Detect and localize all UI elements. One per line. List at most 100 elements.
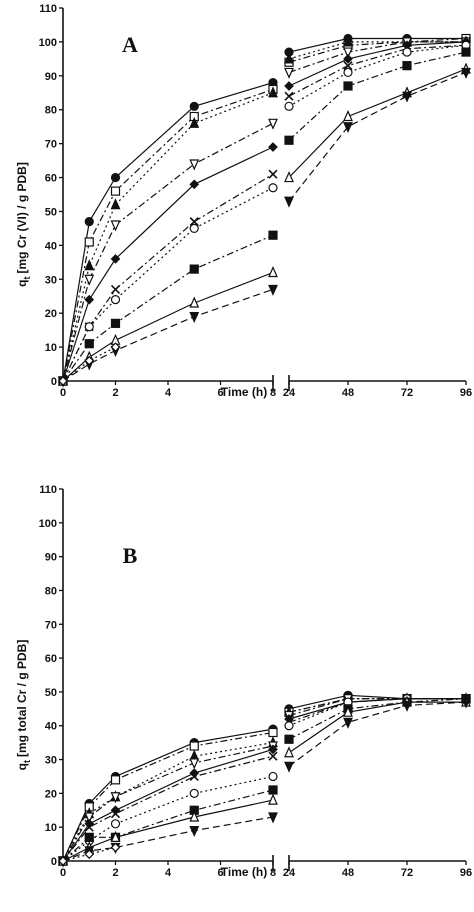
data-point <box>284 196 294 208</box>
x-tick-label: 2 <box>112 387 118 399</box>
series-triangle-up-filled <box>58 692 471 866</box>
x-tick-label: 4 <box>165 867 172 879</box>
y-tick-label: 0 <box>51 856 57 868</box>
series-square-open <box>58 694 471 866</box>
x-tick-label: 8 <box>270 387 276 399</box>
y-tick-label: 10 <box>45 342 57 354</box>
data-point <box>268 785 278 795</box>
data-point <box>58 376 68 386</box>
data-point <box>284 67 294 79</box>
data-point <box>284 746 294 758</box>
y-tick-label: 70 <box>45 619 57 631</box>
series-line-segment-2 <box>288 698 466 717</box>
y-tick-label: 70 <box>45 139 57 151</box>
y-tick-label: 80 <box>45 105 57 117</box>
data-point <box>84 849 95 860</box>
data-point <box>189 741 199 751</box>
series-line-segment-1 <box>62 288 274 382</box>
data-point <box>284 81 294 91</box>
x-tick-label: 96 <box>460 387 472 399</box>
y-tick-label: 100 <box>39 518 57 530</box>
series-line-segment-1 <box>62 748 274 862</box>
data-point <box>402 61 412 71</box>
data-point <box>284 135 294 145</box>
series-line-segment-2 <box>288 41 467 87</box>
data-point <box>343 110 353 122</box>
y-tick-label: 50 <box>45 687 57 699</box>
data-point <box>268 183 278 193</box>
data-point <box>189 179 200 190</box>
data-point <box>402 47 412 57</box>
data-point <box>268 744 278 755</box>
y-axis-label-units: [mg Cr (VI) / g PDB] <box>15 162 29 273</box>
data-point <box>268 284 278 296</box>
data-point <box>189 264 199 274</box>
data-point <box>343 54 353 64</box>
x-tick-label: 6 <box>217 387 223 399</box>
x-tick-label: 2 <box>112 867 118 879</box>
data-point <box>84 322 94 332</box>
data-point <box>343 122 353 134</box>
x-tick-label: 96 <box>460 867 472 879</box>
data-point <box>189 311 200 324</box>
data-point <box>268 86 278 98</box>
data-point <box>284 734 294 744</box>
data-point <box>84 217 94 227</box>
data-point <box>343 705 353 717</box>
series-line-segment-1 <box>62 346 116 382</box>
data-point <box>343 47 353 59</box>
data-point <box>110 318 121 328</box>
data-point <box>110 342 121 352</box>
data-point <box>84 259 95 271</box>
data-point <box>189 296 200 308</box>
data-point <box>268 812 278 824</box>
series-line-segment-2 <box>288 41 466 73</box>
x-tick-label: 24 <box>283 867 296 879</box>
data-point <box>58 856 68 866</box>
series-line-segment-1 <box>62 731 274 862</box>
data-point <box>189 825 200 838</box>
series-line-segment-1 <box>62 271 274 382</box>
series-line-segment-2 <box>288 71 467 202</box>
series-line-segment-1 <box>62 799 274 862</box>
data-point <box>461 67 471 79</box>
x-tick-label: 4 <box>165 387 172 399</box>
series-triangle-down-open <box>58 694 471 868</box>
data-point <box>110 198 121 210</box>
data-point <box>284 91 294 101</box>
data-point <box>189 758 200 770</box>
y-axis-label: qt [mg total Cr / g PDB] <box>15 640 32 771</box>
y-tick-label: 60 <box>45 173 57 185</box>
data-point <box>268 751 278 761</box>
data-point <box>84 274 95 286</box>
y-axis-label: qt [mg Cr (VI) / g PDB] <box>15 162 32 287</box>
series-line-segment-2 <box>288 701 466 754</box>
series-line-segment-2 <box>288 37 466 53</box>
data-point <box>84 237 94 247</box>
y-tick-label: 0 <box>51 376 57 388</box>
series-line-segment-1 <box>62 728 274 862</box>
series-square-filled <box>58 47 471 386</box>
data-point <box>284 721 294 731</box>
data-point <box>343 81 353 91</box>
series-diamond-open <box>58 342 121 386</box>
series-triangle-up-open <box>58 695 471 866</box>
data-point <box>268 727 278 738</box>
data-point <box>343 35 353 47</box>
series-line-segment-1 <box>62 88 274 382</box>
series-line-segment-1 <box>62 775 274 862</box>
data-point <box>84 812 95 824</box>
data-point <box>110 792 121 804</box>
data-point <box>84 339 94 349</box>
x-tick-label: 0 <box>60 387 66 399</box>
series-line-segment-1 <box>62 755 274 862</box>
data-point <box>110 819 121 829</box>
data-point <box>84 832 94 842</box>
data-point <box>268 793 278 805</box>
series-line-segment-2 <box>288 698 466 727</box>
data-point <box>343 67 353 78</box>
data-point <box>110 254 121 264</box>
